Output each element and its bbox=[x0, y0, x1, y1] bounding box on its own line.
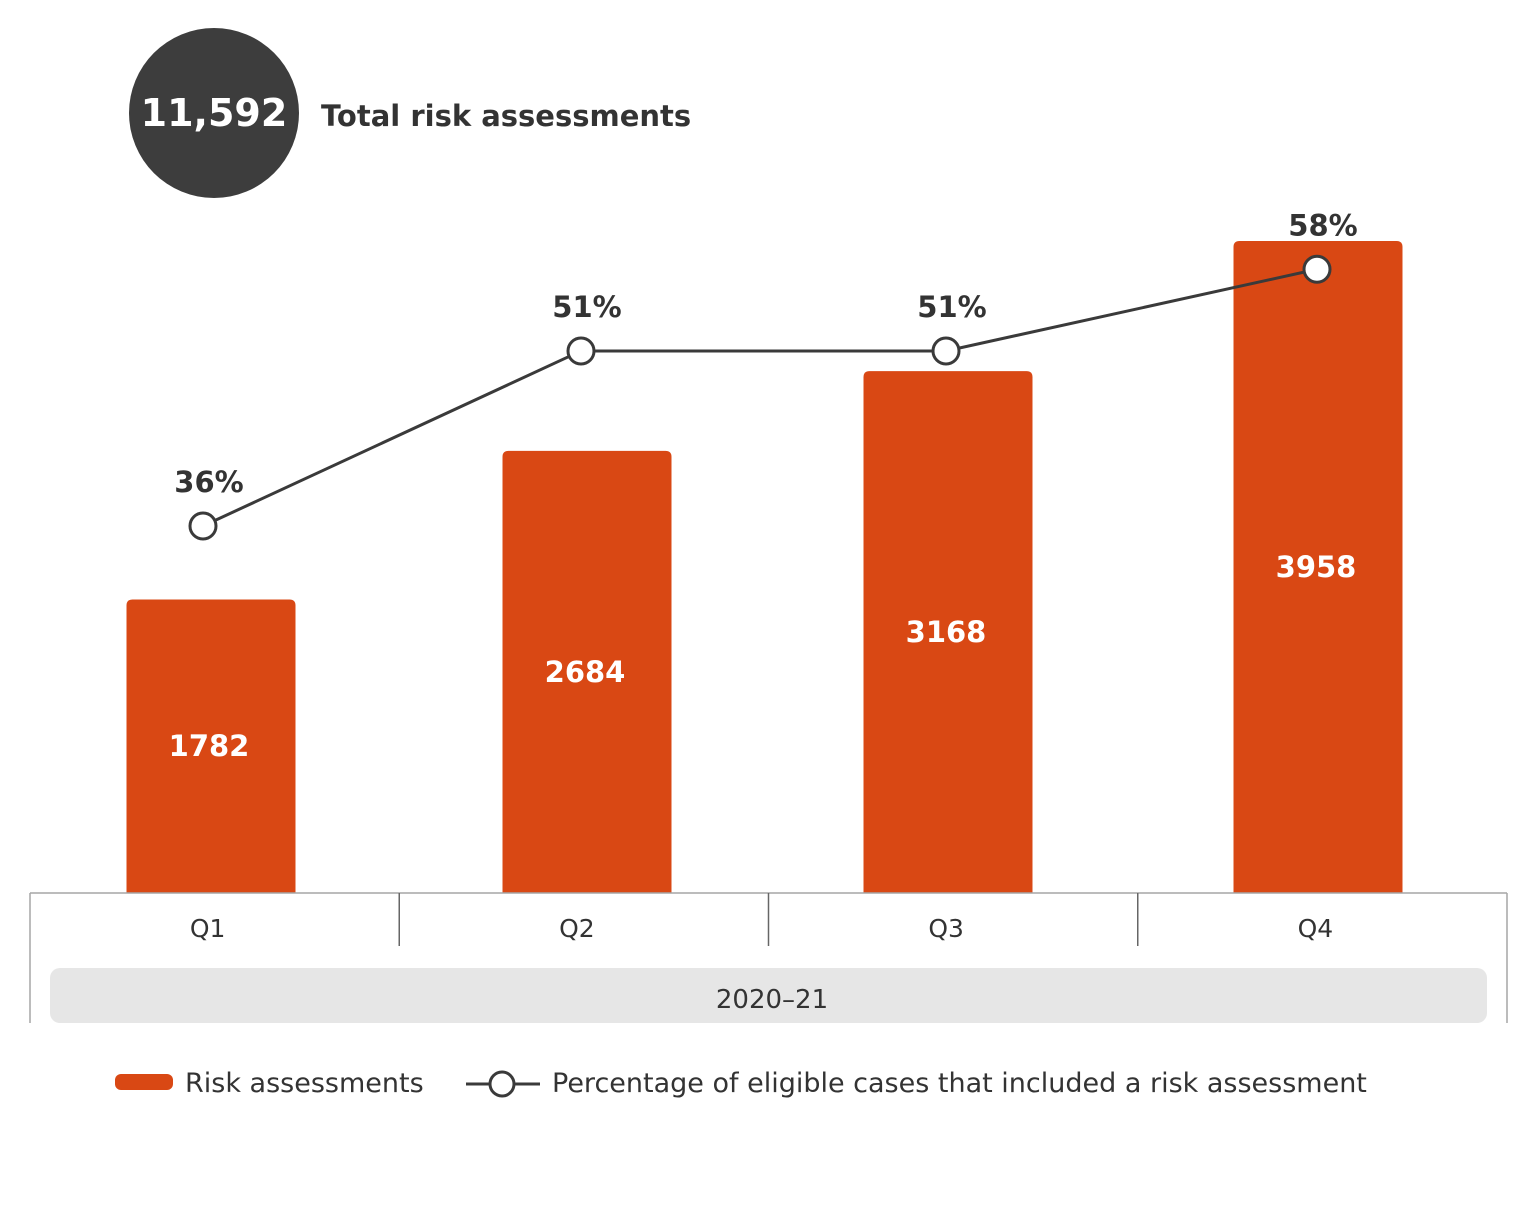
bar-q4 bbox=[1233, 241, 1403, 893]
legend-line-label: Percentage of eligible cases that includ… bbox=[552, 1068, 1367, 1099]
percentage-label-q4: 58% bbox=[1288, 208, 1357, 242]
bar-q3 bbox=[863, 371, 1033, 893]
total-label: Total risk assessments bbox=[321, 99, 691, 133]
legend-line-marker bbox=[488, 1070, 516, 1098]
line-layer: 36% 51% 51% 58% bbox=[174, 208, 1358, 541]
percentage-label-q1: 36% bbox=[174, 465, 243, 499]
total-value: 11,592 bbox=[141, 91, 288, 135]
bar-value-label-q4: 3958 bbox=[1276, 550, 1357, 584]
percentage-line bbox=[202, 267, 1318, 528]
category-tick-q2: Q2 bbox=[559, 914, 595, 943]
bar-q1 bbox=[126, 599, 296, 893]
group-band bbox=[50, 968, 1487, 1023]
category-tick-q4: Q4 bbox=[1298, 914, 1334, 943]
group-label: 2020–21 bbox=[716, 985, 828, 1015]
percentage-marker-q1 bbox=[188, 511, 218, 541]
category-tick-q1: Q1 bbox=[190, 914, 226, 943]
bar-q2 bbox=[502, 450, 672, 893]
bars-layer: 1782 2684 3168 3958 bbox=[126, 241, 1403, 893]
legend-bar-swatch bbox=[115, 1074, 173, 1090]
bar-value-label-q2: 2684 bbox=[545, 655, 626, 689]
bar-value-label-q1: 1782 bbox=[169, 729, 250, 763]
category-axis: Q1 Q2 Q3 Q4 bbox=[29, 892, 1508, 1023]
total-badge bbox=[129, 28, 299, 198]
percentage-label-q3: 51% bbox=[917, 290, 986, 324]
category-tick-q3: Q3 bbox=[928, 914, 964, 943]
legend-bars-label: Risk assessments bbox=[185, 1068, 424, 1099]
percentage-label-q2: 51% bbox=[552, 290, 621, 324]
bar-value-label-q3: 3168 bbox=[906, 615, 987, 649]
percentage-marker-q4 bbox=[1302, 254, 1332, 284]
percentage-marker-q3 bbox=[931, 336, 961, 366]
percentage-marker-q2 bbox=[566, 336, 596, 366]
legend: Risk assessments Percentage of eligible … bbox=[115, 1068, 1367, 1099]
